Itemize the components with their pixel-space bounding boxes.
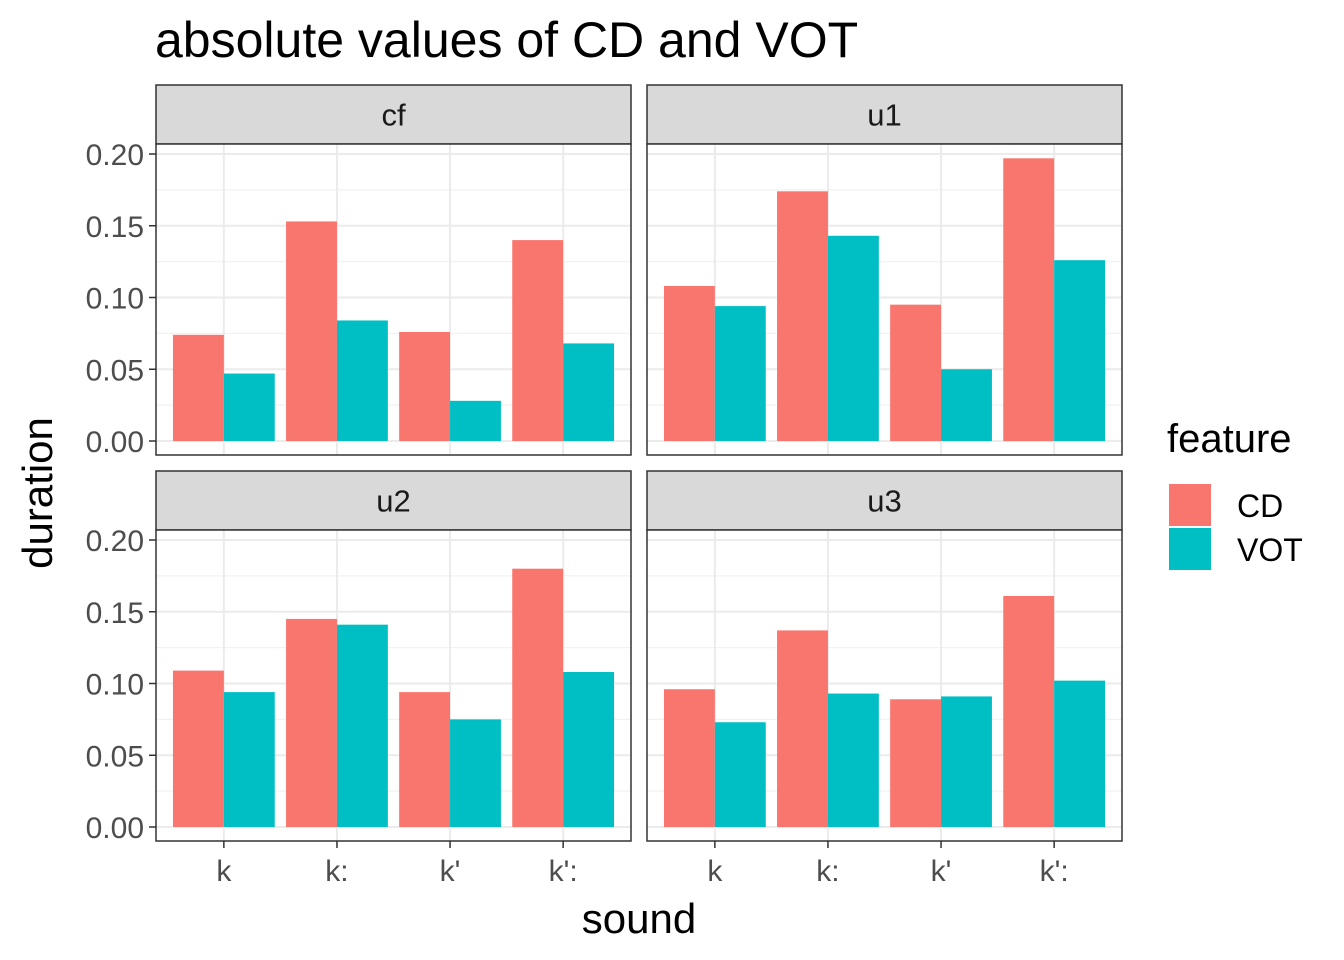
facet-strip <box>646 84 1123 145</box>
y-axis-title: duration <box>14 417 61 569</box>
y-tick-label: 0.10 <box>86 669 144 702</box>
facet-strip <box>155 84 632 145</box>
bar-vot <box>941 696 992 827</box>
facet-strip <box>155 470 632 531</box>
facet-strip-label: u3 <box>867 484 901 519</box>
bar-cd <box>663 689 715 827</box>
chart-title: absolute values of CD and VOT <box>155 12 858 68</box>
bar-cd <box>1003 595 1055 827</box>
bar-cd <box>1003 158 1055 441</box>
x-tick-label: k: <box>816 855 839 888</box>
bar-cd <box>890 699 942 827</box>
bar-vot <box>563 672 615 827</box>
x-axis-title: sound <box>582 895 696 942</box>
bar-vot <box>336 320 388 441</box>
bar-vot <box>450 400 501 441</box>
y-tick-label: 0.15 <box>86 211 144 244</box>
panel-u1: u1 <box>646 84 1123 456</box>
facet-strip <box>646 470 1123 531</box>
x-tick-label: k': <box>549 855 578 888</box>
facet-panels: cf 0.00 0.05 0.10 0.15 0.20 u1 u2 0.00 0.05 0.10 0.… <box>86 84 1123 888</box>
y-tick-label: 0.00 <box>86 812 144 845</box>
y-tick-label: 0.00 <box>86 426 144 459</box>
bar-vot <box>336 624 388 827</box>
y-tick-label: 0.05 <box>86 354 144 387</box>
bar-vot <box>827 693 879 827</box>
bar-cd <box>172 334 224 441</box>
x-tick-label: k <box>216 855 232 888</box>
legend-swatch-vot <box>1169 528 1211 570</box>
bar-cd <box>286 618 337 827</box>
bar-cd <box>890 304 942 441</box>
x-tick-label: k': <box>1040 855 1069 888</box>
bar-vot <box>450 719 501 827</box>
x-tick-label: k: <box>325 855 348 888</box>
bar-vot <box>714 306 766 441</box>
bar-vot <box>941 369 992 441</box>
facet-strip-label: cf <box>381 98 406 133</box>
y-tick-label: 0.05 <box>86 740 144 773</box>
panel-u3: u3 k k: k' k': <box>646 470 1123 888</box>
bar-cd <box>663 286 715 441</box>
legend-title: feature <box>1167 417 1292 461</box>
y-tick-label: 0.15 <box>86 597 144 630</box>
panel-border <box>646 143 1123 456</box>
bar-vot <box>563 343 615 441</box>
x-tick-label: k <box>707 855 723 888</box>
bar-cd <box>777 191 828 441</box>
bar-cd <box>172 670 224 827</box>
bar-cd <box>399 692 451 827</box>
facet-strip-label: u1 <box>867 98 901 133</box>
legend-swatch-cd <box>1169 484 1211 526</box>
bar-vot <box>223 692 275 827</box>
legend: feature CD VOT <box>1167 417 1303 570</box>
bar-vot <box>1054 680 1106 827</box>
facet-strip-label: u2 <box>376 484 410 519</box>
y-tick-label: 0.20 <box>86 525 144 558</box>
bar-cd <box>399 331 451 441</box>
x-tick-label: k' <box>440 855 461 888</box>
panel-border <box>155 143 632 456</box>
bar-vot <box>1054 260 1106 441</box>
bar-vot <box>223 373 275 441</box>
y-tick-label: 0.20 <box>86 139 144 172</box>
panel-border <box>155 529 632 842</box>
panel-u2: u2 0.00 0.05 0.10 0.15 0.20 k k: k' k': <box>86 470 632 888</box>
panel-border <box>646 529 1123 842</box>
legend-label-vot: VOT <box>1237 532 1303 568</box>
y-tick-label: 0.10 <box>86 283 144 316</box>
x-tick-label: k' <box>931 855 952 888</box>
panel-cf: cf 0.00 0.05 0.10 0.15 0.20 <box>86 84 632 459</box>
bar-cd <box>777 630 828 827</box>
legend-label-cd: CD <box>1237 488 1283 524</box>
bar-vot <box>714 722 766 827</box>
bar-cd <box>286 221 337 441</box>
bar-cd <box>512 568 564 827</box>
bar-cd <box>512 240 564 441</box>
bar-vot <box>827 235 879 441</box>
